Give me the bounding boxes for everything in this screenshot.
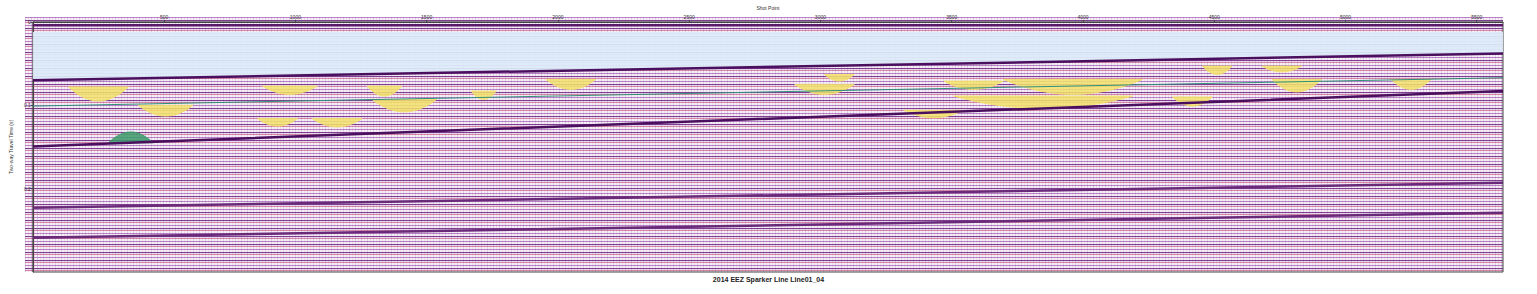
svg-text:0.2: 0.2 <box>24 186 31 192</box>
svg-text:4000: 4000 <box>1077 14 1088 20</box>
svg-text:3000: 3000 <box>815 14 826 20</box>
svg-text:1000: 1000 <box>290 14 301 20</box>
svg-text:3500: 3500 <box>946 14 957 20</box>
svg-text:Two-way Travel Time (s): Two-way Travel Time (s) <box>8 120 14 175</box>
svg-text:Shot Point: Shot Point <box>756 5 780 11</box>
svg-text:2500: 2500 <box>684 14 695 20</box>
svg-text:0: 0 <box>28 19 31 25</box>
svg-text:2014 EEZ Sparker Line Line01_0: 2014 EEZ Sparker Line Line01_04 <box>713 276 824 284</box>
svg-text:2000: 2000 <box>552 14 563 20</box>
svg-text:5000: 5000 <box>1340 14 1351 20</box>
svg-text:500: 500 <box>160 14 169 20</box>
svg-text:1500: 1500 <box>421 14 432 20</box>
svg-text:5500: 5500 <box>1471 14 1482 20</box>
svg-text:4500: 4500 <box>1209 14 1220 20</box>
svg-text:0.1: 0.1 <box>24 102 31 108</box>
